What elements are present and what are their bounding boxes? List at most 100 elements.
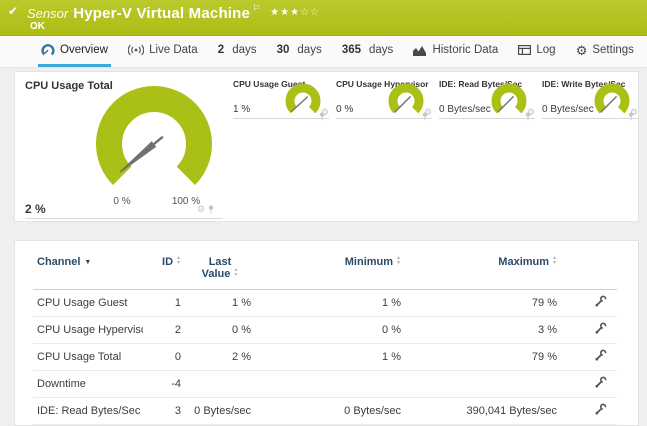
tab-number: 365 [341,44,362,56]
gauge-cpu-usage-hypervisor: CPU Usage Hypervisor 0 % ⚙ [336,79,432,121]
sensor-header: ✔ Sensor Hyper-V Virtual Machine ⚐ ★★★☆☆ OK [0,0,647,36]
column-header-maximum[interactable]: Maximum ▲ ▼ [405,251,561,290]
mini-gauge [491,83,527,114]
pin-icon[interactable] [319,112,325,121]
column-label: Last Value [201,256,232,280]
tab-30-days[interactable]: 30 days [274,36,325,67]
gauge-settings-icon[interactable]: ⚙ [629,107,638,117]
column-header-id[interactable]: ID ▲ ▼ [143,251,185,290]
table-row: CPU Usage Total 0 2 % 1 % 79 % [33,343,617,371]
pin-icon[interactable] [525,112,531,121]
star-filled-icons[interactable]: ★★★ [270,7,301,18]
gauge-needle [394,95,412,113]
main-gauge-title: CPU Usage Total [25,80,113,92]
small-gauges-row: CPU Usage Guest 1 % ⚙ CPU Usage Hypervis… [233,79,638,121]
tab-bar: Overview Live Data 2 days 30 days 365 da… [0,36,647,68]
column-header-minimum[interactable]: Minimum ▲ ▼ [255,251,405,290]
column-header-last-value[interactable]: Last Value ▲ ▼ [185,251,255,290]
gauge-icon [41,44,55,56]
channel-name: IDE: Read Bytes/Sec [33,397,143,425]
tab-label: Overview [60,44,108,56]
channel-maximum: 390,041 Bytes/sec [405,397,561,425]
channel-minimum [255,370,405,398]
column-label: ID [162,256,174,268]
table-row: CPU Usage Guest 1 1 % 1 % 79 % [33,289,617,317]
channel-settings-wrench-icon[interactable] [594,403,607,416]
channel-maximum: 79 % [405,289,561,317]
gear-icon: ⚙ [575,42,588,58]
channel-name: Downtime [33,370,143,398]
priority-flag-icon[interactable]: ⚐ [252,3,261,13]
channel-maximum [405,370,561,398]
sort-icon: ▲ ▼ [233,267,239,278]
table-row: IDE: Read Bytes/Sec 3 0 Bytes/sec 0 Byte… [33,397,617,425]
channel-last-value: 0 Bytes/sec [185,424,255,426]
pin-icon[interactable] [628,112,634,121]
channel-settings-wrench-icon[interactable] [594,376,607,389]
channel-minimum: 1 % [255,343,405,371]
column-label: Maximum [498,256,550,268]
gauge-ide-write-bytes: IDE: Write Bytes/Sec 0 Bytes/sec ⚙ [542,79,638,121]
main-gauge-value: 2 % [25,202,46,216]
column-label: Channel [37,256,81,268]
gauge-settings-icon[interactable]: ⚙ [320,107,329,117]
channel-last-value: 0 % [185,316,255,344]
channel-table-panel: Channel ▼ ID ▲ ▼ Last Value ▲ ▼ Minimum ▲ ▼ Max… [14,240,639,426]
mini-gauge [285,83,321,114]
gauge-settings-icon[interactable]: ⚙ [197,204,206,214]
tab-label: days [232,44,257,56]
mini-gauge [388,83,424,114]
gauge-value: 1 % [233,104,251,115]
live-signal-icon [128,44,145,56]
priority-stars[interactable]: ★★★☆☆ [270,7,320,18]
tab-settings[interactable]: ⚙ Settings [573,36,637,67]
channel-minimum: 0 Bytes/sec [255,397,405,425]
gauge-needle [290,96,309,113]
channel-id: -4 [143,370,185,398]
gauge-ide-read-bytes: IDE: Read Bytes/Sec 0 Bytes/sec ⚙ [439,79,535,121]
sensor-kind-label: Sensor [27,6,69,21]
gauge-settings-icon[interactable]: ⚙ [526,107,535,117]
channel-maximum: 79 % [405,343,561,371]
table-row: IDE: Write Bytes/Sec 4 0 Bytes/sec 0 Byt… [33,424,617,426]
status-badge: OK [30,21,45,32]
channel-settings-wrench-icon[interactable] [594,295,607,308]
chart-icon [413,45,427,56]
tab-historic-data[interactable]: Historic Data [410,36,501,67]
tab-365-days[interactable]: 365 days [339,36,396,67]
tab-label: Historic Data [432,44,499,56]
channel-name: CPU Usage Hypervisor [33,316,143,344]
tab-live-data[interactable]: Live Data [125,36,201,67]
gauge-scale-min: 0 % [113,196,131,207]
column-header-channel[interactable]: Channel ▼ [33,251,143,290]
channel-settings-wrench-icon[interactable] [594,322,607,335]
table-row: CPU Usage Hypervisor 2 0 % 0 % 3 % [33,316,617,344]
log-icon [518,45,532,55]
status-ok-check-icon: ✔ [8,4,19,18]
channel-maximum: 3 % [405,316,561,344]
channel-last-value: 2 % [185,343,255,371]
gauge-title: IDE: Write Bytes/Sec [542,79,626,89]
channel-last-value [185,370,255,398]
gauge-title: CPU Usage Guest [233,79,306,89]
channel-id: 2 [143,316,185,344]
tab-2-days[interactable]: 2 days [215,36,260,67]
tab-label: Log [536,44,556,56]
pin-icon[interactable] [422,112,428,121]
gauge-value: 0 Bytes/sec [439,104,491,115]
tab-label: Live Data [149,44,198,56]
channel-id: 3 [143,397,185,425]
channel-settings-wrench-icon[interactable] [594,349,607,362]
channel-maximum: 26 Bytes/sec [405,424,561,426]
column-header-actions [561,251,617,290]
gauge-settings-icon[interactable]: ⚙ [423,107,432,117]
tab-overview[interactable]: Overview [38,36,111,67]
star-empty-icons[interactable]: ☆☆ [300,7,320,18]
tab-log[interactable]: Log [515,36,558,67]
pin-icon[interactable] [208,205,214,214]
table-row: Downtime -4 [33,370,617,398]
gauge-title: CPU Usage Hypervisor [336,79,429,89]
sort-icon: ▲ ▼ [552,255,557,266]
tab-number: 30 [276,44,290,56]
